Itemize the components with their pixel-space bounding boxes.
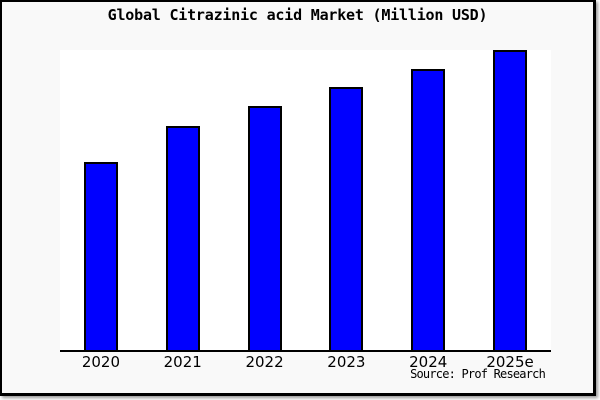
x-axis-labels: 2020 2021 2022 2023 2024 2025e bbox=[60, 355, 551, 370]
x-tick-label-2022: 2022 bbox=[245, 353, 284, 371]
bar-2025e bbox=[493, 50, 528, 350]
x-tick-label-2024: 2024 bbox=[409, 353, 448, 371]
bar-2020 bbox=[83, 161, 118, 350]
bar-2022 bbox=[247, 105, 282, 350]
bar-2021 bbox=[165, 125, 200, 350]
bar-series bbox=[60, 50, 551, 350]
plot-area bbox=[60, 50, 551, 352]
bar-2023 bbox=[329, 87, 364, 350]
x-tick-label-2021: 2021 bbox=[163, 353, 202, 371]
chart-title: Global Citrazinic acid Market (Million U… bbox=[107, 6, 488, 24]
bar-2024 bbox=[411, 69, 446, 350]
x-tick-label-2023: 2023 bbox=[327, 353, 366, 371]
source-note: Source: Prof Research bbox=[410, 367, 546, 381]
x-tick-label-2020: 2020 bbox=[81, 353, 120, 371]
x-tick-label-2025e: 2025e bbox=[486, 353, 534, 371]
